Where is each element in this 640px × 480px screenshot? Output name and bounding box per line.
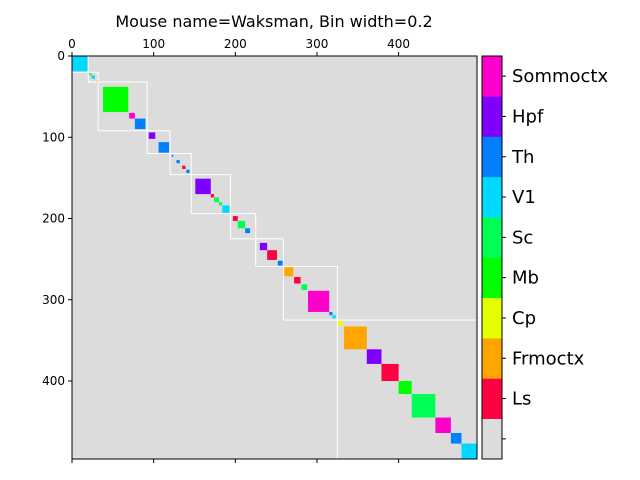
heatmap-block-th [245,228,250,234]
chart-title: Mouse name=Waksman, Bin width=0.2 [115,12,432,31]
x-axis: 0 100 200 300 400 [68,37,410,463]
heatmap-block-ls [210,194,215,198]
heatmap-block-sc [89,73,92,76]
y-tick-label: 0 [57,49,65,63]
heatmap-block-th [171,155,174,157]
y-tick-label: 300 [42,293,65,307]
colorbar-segment [482,378,502,419]
heatmap-block-sommoctx [435,417,451,433]
colorbar-segment [482,257,502,299]
colorbar-segment [482,176,502,218]
colorbar-label: Ls [512,389,531,410]
cluster-outline [229,213,257,240]
heatmap-block-hpf [259,242,268,251]
heatmap-block-mb [103,86,129,113]
colorbar-label: Cp [512,308,536,329]
heatmap-block-cp [338,320,344,326]
heatmap-block-th [186,169,190,173]
y-tick-label: 400 [42,374,65,388]
heatmap-block-v1 [72,56,88,72]
x-tick-label: 200 [224,37,247,51]
colorbar-segment [482,136,502,178]
heatmap-block-th [134,118,146,130]
heatmap-block-ls [232,216,238,221]
colorbar-label: Sommoctx [512,66,608,87]
heatmap-block-ls [267,250,277,260]
heatmap-block-sc [237,220,246,229]
y-tick-label: 100 [42,130,65,144]
heatmap-block-sc [214,197,219,203]
cluster-outline [190,174,231,215]
colorbar-segment [482,217,502,258]
y-tick-label: 200 [42,212,65,226]
x-tick-label: 100 [142,37,165,51]
heatmap-block-sc [218,202,223,206]
heatmap-block-ls [294,277,301,284]
heatmap-block-mb [398,381,412,394]
heatmap-block-v1 [461,443,477,459]
y-axis: 0 100 200 300 400 [42,49,72,388]
heatmap-block-v1 [332,315,336,319]
colorbar-segment [482,56,502,97]
heatmap-block-v1 [222,205,230,213]
plot-frame [71,55,478,460]
cluster-outline [87,71,99,83]
heatmap-block-sc [301,284,308,290]
heatmap-block-th [450,433,462,444]
heatmap-block-v1 [91,75,95,79]
heatmap-block-ls [381,363,399,381]
x-tick-label: 400 [387,37,410,51]
heatmap-block-th [277,260,283,266]
colorbar-frame [481,55,503,460]
heatmap-block-hpf [148,132,156,139]
x-tick-label: 0 [68,37,76,51]
heatmap-block-th [158,142,170,153]
colorbar-segment [482,297,502,339]
heatmap-block-ls [182,165,186,169]
heatmap-block-sommoctx [307,290,330,312]
cluster-outline [97,81,148,132]
heatmap-block-frmoctx [343,326,367,350]
heatmap-block-th [329,311,333,316]
x-tick-label: 300 [306,37,329,51]
heatmap-block-th [176,160,180,164]
plot-area [72,56,477,459]
heatmap-block-frmoctx [284,267,294,277]
heatmap-block-sc [411,394,436,418]
cluster-outline [169,153,192,176]
heatmap-block-hpf [195,178,211,195]
cluster-outline [146,130,171,154]
colorbar-label: Th [511,147,534,168]
colorbar-segment [482,96,502,137]
colorbar-segment [482,338,502,379]
colorbar-label: Hpf [512,106,544,127]
colorbar-label: V1 [512,187,536,208]
heatmap-block-sommoctx [129,112,135,119]
heatmap-block-hpf [366,349,382,364]
cluster-outline [282,265,338,321]
colorbar: Ls Frmoctx Cp Mb Sc V1 Th Hpf Sommoctx [481,55,608,460]
cluster-outline [255,238,284,267]
colorbar-label: Sc [512,227,533,248]
colorbar-label: Mb [512,268,539,289]
colorbar-label: Frmoctx [512,348,585,369]
colorbar-segment [482,418,502,460]
